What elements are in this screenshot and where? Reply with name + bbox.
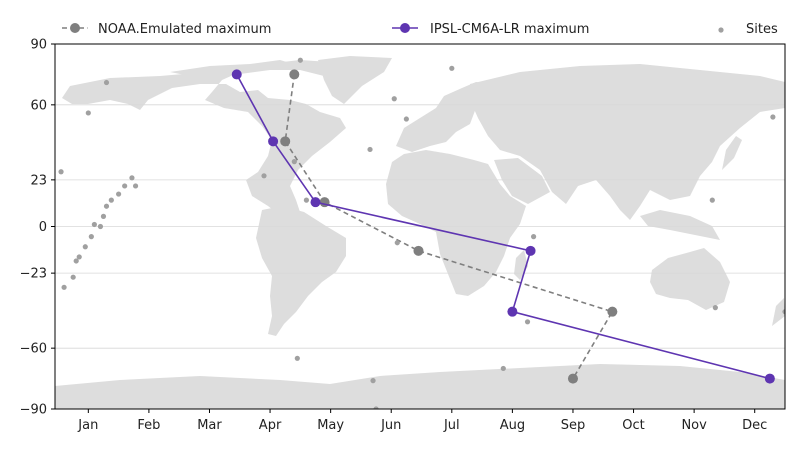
site-point (91, 221, 97, 228)
x-tick-label-mar: Mar (197, 418, 222, 433)
site-point (770, 114, 776, 120)
legend-label: Sites (746, 22, 778, 37)
japan-landmass (722, 136, 742, 170)
site-point (61, 284, 67, 290)
site-point (403, 116, 409, 122)
site-point (712, 305, 718, 311)
legend-marker-sites (718, 27, 724, 33)
southeast-asia-islands (640, 210, 720, 240)
series-layer (58, 57, 785, 409)
y-tick-label: 23 (30, 173, 47, 188)
site-point (303, 197, 310, 203)
south-america-landmass (256, 206, 346, 336)
site-point (132, 183, 139, 189)
legend-swatch-marker (70, 23, 80, 33)
world-map-background (55, 56, 785, 409)
site-point (100, 213, 107, 219)
site-point (394, 240, 400, 246)
x-tick-label-may: May (317, 418, 344, 433)
y-tick-label: 0 (39, 220, 47, 235)
x-tick-label-jul: Jul (443, 418, 460, 433)
site-point (129, 175, 135, 181)
site-point (291, 159, 297, 165)
africa-landmass (386, 150, 526, 296)
site-point (261, 173, 267, 179)
x-tick-label-aug: Aug (500, 418, 525, 433)
ipsl-cm6a-lr-maximum-point (507, 306, 518, 317)
noaa-emulated-maximum-point (289, 69, 300, 80)
y-tick-label: −60 (20, 342, 47, 357)
ipsl-cm6a-lr-maximum-point (268, 136, 279, 147)
site-point (297, 57, 303, 63)
ipsl-cm6a-lr-maximum-line (235, 74, 771, 380)
site-point (97, 223, 104, 230)
x-tick-label-oct: Oct (622, 418, 644, 433)
ipsl-cm6a-lr-maximum-point (231, 69, 242, 80)
site-point (103, 203, 110, 209)
site-point (85, 110, 91, 116)
site-point (373, 406, 379, 409)
site-point (367, 146, 373, 153)
x-tick-label-dec: Dec (742, 418, 767, 433)
ipsl-cm6a-lr-maximum-point (310, 197, 321, 208)
x-tick-label-jun: Jun (380, 418, 401, 433)
australia-landmass (650, 248, 730, 310)
site-point (530, 234, 537, 240)
y-tick-label: 60 (30, 98, 47, 113)
site-point (370, 378, 376, 384)
antarctica-landmass (55, 364, 785, 409)
site-point (391, 96, 397, 102)
site-point (524, 319, 531, 325)
y-tick-label: 90 (30, 38, 47, 53)
asia-landmass (470, 64, 785, 220)
site-point (88, 234, 94, 240)
greenland-landmass (318, 56, 392, 104)
site-point (116, 191, 122, 197)
noaa-emulated-maximum-point (567, 373, 578, 384)
site-point (76, 254, 82, 260)
site-point (782, 309, 785, 315)
noaa-emulated-maximum-line (284, 74, 614, 380)
x-tick-label-nov: Nov (681, 418, 707, 433)
noaa-emulated-maximum-point (607, 306, 618, 317)
legend-label: IPSL-CM6A-LR maximum (430, 22, 589, 37)
site-point (500, 365, 506, 372)
site-point (73, 258, 79, 264)
site-point (122, 183, 128, 189)
legend-entry-sites: Sites (718, 22, 778, 37)
arabia-landmass (494, 158, 550, 204)
legend-swatch-marker (400, 23, 410, 33)
ipsl-cm6a-lr-maximum-point (525, 245, 536, 256)
new-zealand-landmass (772, 298, 785, 326)
site-point (449, 65, 455, 71)
x-tick-label-sep: Sep (561, 418, 586, 433)
site-point (70, 274, 76, 280)
noaa-emulated-maximum-point (280, 136, 291, 147)
legend-entry-ipsl-cm6a-lr-maximum: IPSL-CM6A-LR maximum (392, 22, 589, 37)
x-tick-label-jan: Jan (77, 418, 98, 433)
y-tick-label: −23 (20, 267, 47, 282)
x-tick-label-feb: Feb (137, 418, 160, 433)
madagascar-landmass (514, 250, 528, 280)
axes: 90 60 23 0 −23 −60 −90 Jan Feb Mar Apr May Jun Jul Aug… (20, 38, 768, 434)
y-tick-label: −90 (20, 403, 47, 418)
legend-entry-noaa-emulated-maximum: NOAA.Emulated maximum (62, 22, 271, 37)
site-point (82, 244, 88, 250)
legend-label: NOAA.Emulated maximum (98, 22, 271, 37)
legend: NOAA.Emulated maximum IPSL-CM6A-LR maximu… (62, 22, 778, 37)
noaa-emulated-maximum-point (413, 245, 424, 256)
x-tick-label-apr: Apr (259, 418, 282, 433)
site-point (294, 355, 300, 361)
site-point (108, 197, 114, 203)
arctic-islands (170, 60, 300, 78)
ipsl-cm6a-lr-maximum-point (764, 373, 775, 384)
site-point (103, 79, 110, 86)
site-point (709, 197, 715, 203)
site-point (58, 169, 64, 175)
